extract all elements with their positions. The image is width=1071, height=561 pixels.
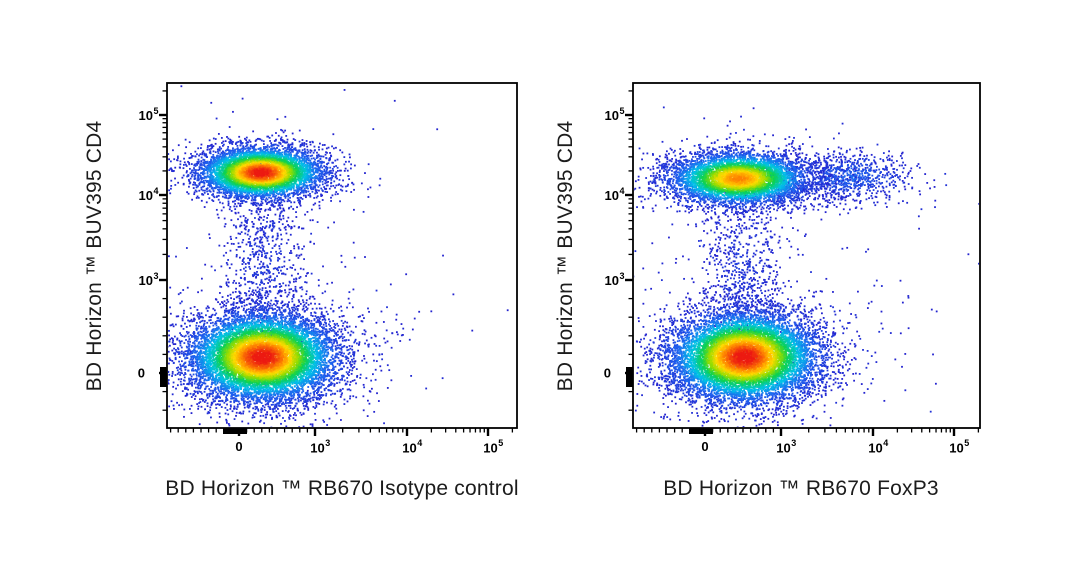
tick-label-x-0-105: 105	[483, 438, 504, 456]
tick-label-x-0-103: 103	[310, 438, 331, 456]
tick-label-y-0-0: 0	[137, 365, 145, 381]
tick-label-y-0-103: 103	[138, 270, 159, 289]
tick-label-x-1-105: 105	[949, 438, 970, 456]
tick-label-y-0-104: 104	[138, 185, 159, 204]
tick-label-y-1-103: 103	[604, 270, 625, 289]
y-axis-title-left: BD Horizon ™ BUV395 CD4	[83, 120, 106, 392]
tick-label-x-0-104: 104	[402, 438, 423, 456]
tick-label-y-1-105: 105	[604, 105, 625, 124]
tick-label-x-1-103: 103	[776, 438, 797, 456]
y-axis-title-right: BD Horizon ™ BUV395 CD4	[554, 120, 577, 392]
tick-label-x-1-104: 104	[868, 438, 889, 456]
tick-label-y-1-104: 104	[604, 185, 625, 204]
x-axis-title-isotype: BD Horizon ™ RB670 Isotype control	[165, 477, 519, 500]
tick-label-x-0-0: 0	[235, 439, 243, 454]
tick-label-x-1-0: 0	[701, 439, 709, 454]
x-axis-title-foxp3: BD Horizon ™ RB670 FoxP3	[663, 477, 939, 500]
tick-label-y-0-105: 105	[138, 105, 159, 124]
tick-label-y-1-0: 0	[603, 365, 611, 381]
